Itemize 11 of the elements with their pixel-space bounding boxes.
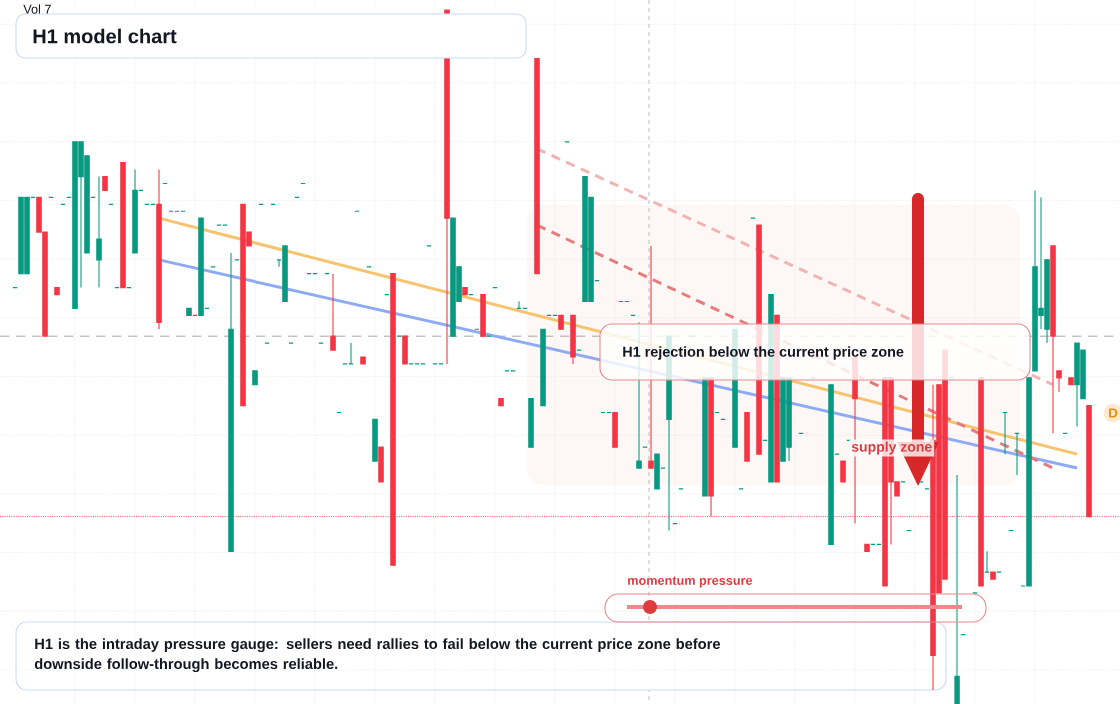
annotation: supply zone [851,441,932,455]
annotation: H1 rejection below the current price zone [623,346,904,360]
annotation: momentum pressure [628,576,753,588]
annotation: H1 is the intraday pressure gauge: sellers need rallies to fail below the current price zone before downside follow-through becomes reliable. [34,638,720,673]
text: D [1109,408,1118,418]
candlestick [96,176,102,289]
candlestick [840,460,846,483]
candlestick [330,273,336,351]
candlestick [1056,370,1062,393]
text: H1 model chart [33,28,177,44]
annotation: Vol 7 [23,4,51,14]
